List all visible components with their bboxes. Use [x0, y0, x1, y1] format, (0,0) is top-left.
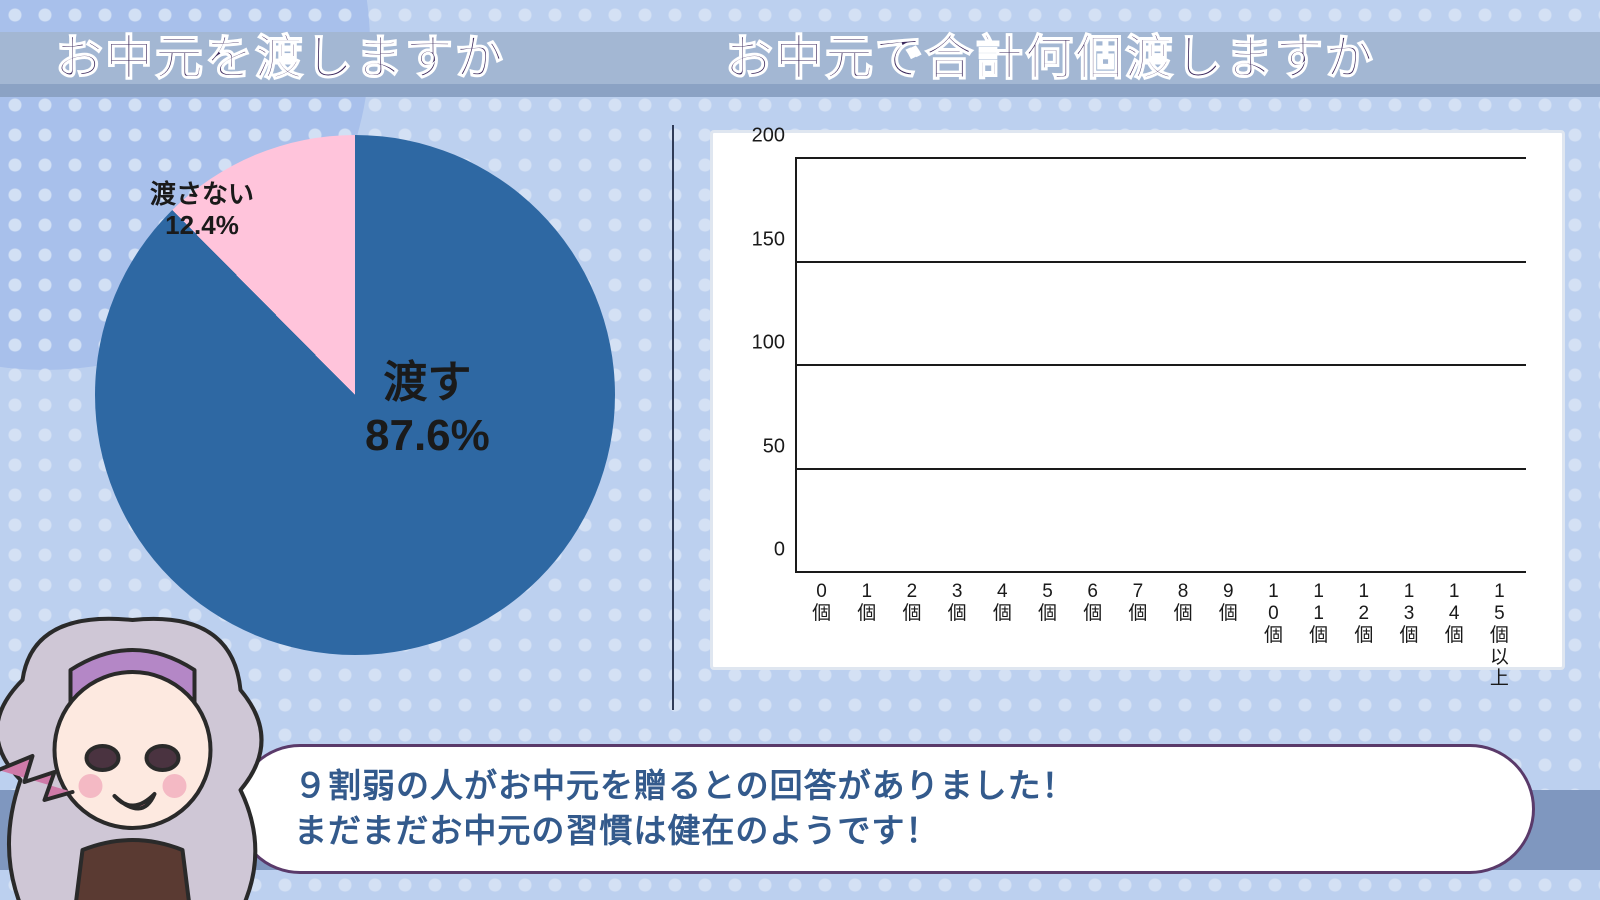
x-label: 2個 [889, 581, 934, 653]
gridline [795, 261, 1526, 263]
y-tick: 200 [752, 125, 795, 148]
x-label: 0個 [799, 581, 844, 653]
x-label: 6個 [1070, 581, 1115, 653]
x-label: 13個 [1386, 581, 1431, 653]
x-label: 11個 [1296, 581, 1341, 653]
y-tick: 50 [763, 435, 795, 458]
gridline [795, 468, 1526, 470]
y-tick: 150 [752, 228, 795, 251]
gridline [795, 571, 1526, 573]
y-axis [795, 159, 797, 573]
y-tick: 0 [774, 539, 795, 562]
x-label: 10個 [1251, 581, 1296, 653]
speech-line-2: まだまだお中元の習慣は健在のようです！ [294, 809, 1076, 854]
y-tick: 100 [752, 332, 795, 355]
pie-label-no: 渡さない12.4% [150, 179, 254, 241]
bar-series [795, 159, 1526, 573]
presenter-avatar-svg [0, 600, 285, 900]
x-label: 12個 [1341, 581, 1386, 653]
x-label: 14個 [1432, 581, 1477, 653]
gridline [795, 157, 1526, 159]
x-label: 8個 [1161, 581, 1206, 653]
x-label: 3個 [935, 581, 980, 653]
x-label: 15個以上 [1477, 581, 1522, 653]
speech-line-1: ９割弱の人がお中元を贈るとの回答がありました！ [294, 764, 1076, 809]
speech-bubble: ９割弱の人がお中元を贈るとの回答がありました！ まだまだお中元の習慣は健在のよう… [235, 744, 1535, 874]
right-title: お中元で合計何個渡しますか [725, 18, 1375, 88]
bar-plot-area: 050100150200 [795, 159, 1526, 573]
bar-x-labels: 0個1個2個3個4個5個6個7個8個9個10個11個12個13個14個15個以上 [795, 575, 1526, 653]
x-label: 9個 [1206, 581, 1251, 653]
vertical-divider [672, 125, 674, 710]
gridline [795, 364, 1526, 366]
x-label: 5個 [1025, 581, 1070, 653]
bar-chart-panel: 050100150200 0個1個2個3個4個5個6個7個8個9個10個11個1… [710, 130, 1565, 670]
speech-bubble-text: ９割弱の人がお中元を贈るとの回答がありました！ まだまだお中元の習慣は健在のよう… [294, 764, 1076, 853]
x-label: 4個 [980, 581, 1025, 653]
x-label: 1個 [844, 581, 889, 653]
x-label: 7個 [1115, 581, 1160, 653]
presenter-avatar [0, 600, 285, 900]
left-title: お中元を渡しますか [55, 18, 505, 88]
bar-chart: 050100150200 0個1個2個3個4個5個6個7個8個9個10個11個1… [733, 151, 1534, 653]
pie-label-yes: 渡す87.6% [365, 357, 490, 463]
